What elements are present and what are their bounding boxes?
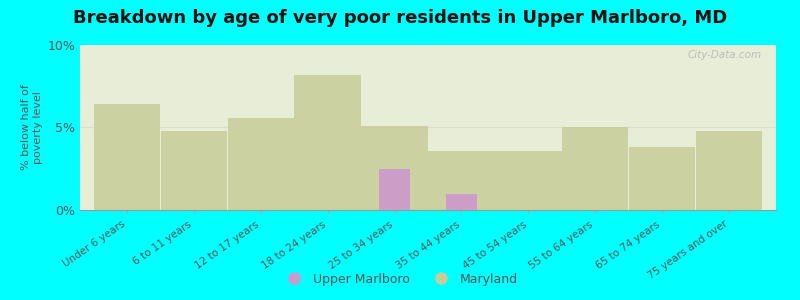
Bar	[362, 126, 428, 210]
Bar	[94, 104, 160, 210]
Bar	[227, 118, 294, 210]
Bar	[294, 75, 361, 210]
Text: City-Data.com: City-Data.com	[688, 50, 762, 60]
Legend: Upper Marlboro, Maryland: Upper Marlboro, Maryland	[277, 268, 523, 291]
Bar	[562, 128, 629, 210]
Bar	[629, 147, 695, 210]
Bar	[379, 169, 410, 210]
Bar	[495, 151, 562, 210]
Text: Breakdown by age of very poor residents in Upper Marlboro, MD: Breakdown by age of very poor residents …	[73, 9, 727, 27]
Bar	[696, 131, 762, 210]
Bar	[161, 131, 227, 210]
Bar	[428, 151, 494, 210]
Bar	[446, 194, 477, 210]
Y-axis label: % below half of
poverty level: % below half of poverty level	[22, 85, 43, 170]
